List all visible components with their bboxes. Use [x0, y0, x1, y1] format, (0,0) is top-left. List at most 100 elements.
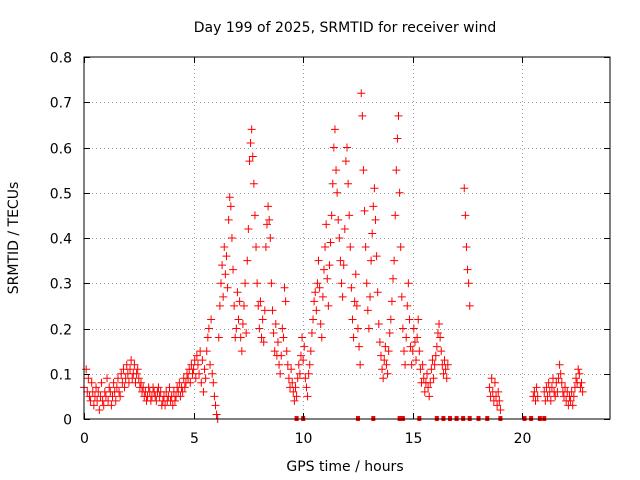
data-point — [130, 360, 139, 369]
data-point — [215, 301, 224, 310]
data-point — [279, 333, 288, 342]
data-point — [162, 387, 171, 396]
data-point — [442, 374, 451, 383]
data-point — [243, 256, 252, 265]
data-point — [397, 292, 406, 301]
data-point — [89, 401, 98, 410]
data-point — [425, 392, 434, 401]
data-point — [198, 356, 207, 365]
data-point — [316, 319, 325, 328]
data-point — [87, 378, 96, 387]
data-point — [277, 351, 286, 360]
data-point — [287, 365, 296, 374]
y-tick-label: 0.2 — [50, 323, 72, 339]
data-point — [328, 179, 337, 188]
data-point — [263, 220, 272, 229]
grid-lines — [84, 57, 610, 419]
data-point — [566, 396, 575, 405]
data-point — [303, 392, 312, 401]
data-point — [362, 279, 371, 288]
data-point — [412, 356, 421, 365]
data-point — [302, 383, 311, 392]
data-point — [443, 360, 452, 369]
data-point — [295, 369, 304, 378]
data-point — [134, 374, 143, 383]
data-point — [239, 301, 248, 310]
data-point — [431, 351, 440, 360]
data-point — [578, 387, 587, 396]
data-point — [576, 383, 585, 392]
data-point — [97, 378, 106, 387]
data-point — [409, 324, 418, 333]
data-point — [236, 333, 245, 342]
data-point — [107, 401, 116, 410]
data-point — [338, 292, 347, 301]
data-point — [335, 234, 344, 242]
data-point — [250, 211, 259, 220]
data-point — [555, 360, 564, 369]
data-point — [373, 288, 382, 297]
data-point — [82, 365, 91, 374]
data-point — [428, 356, 437, 365]
data-point — [360, 206, 369, 215]
data-point — [222, 252, 231, 261]
data-point — [278, 324, 287, 333]
data-point — [435, 319, 444, 328]
data-point — [379, 374, 388, 383]
data-point — [496, 405, 505, 414]
data-point — [271, 319, 280, 328]
data-point — [322, 220, 331, 229]
data-point — [464, 279, 473, 288]
data-point — [202, 347, 211, 356]
data-point — [229, 265, 238, 274]
data-point — [253, 279, 262, 288]
data-point — [224, 215, 233, 224]
data-point — [291, 383, 300, 392]
data-point — [414, 315, 423, 324]
data-point — [568, 401, 577, 410]
x-tick-label: 5 — [190, 431, 199, 447]
data-point — [433, 329, 442, 338]
x-tick-label: 10 — [295, 431, 313, 447]
data-point — [394, 111, 403, 120]
data-point — [300, 342, 309, 351]
data-point — [212, 410, 221, 419]
data-point — [318, 292, 327, 301]
data-point — [99, 401, 108, 410]
x-tick-label: 0 — [80, 431, 89, 447]
data-point — [232, 324, 241, 333]
data-point — [230, 301, 239, 310]
data-point — [441, 365, 450, 374]
data-point — [325, 261, 334, 270]
data-point — [386, 315, 395, 324]
data-point — [184, 374, 193, 383]
data-point — [168, 401, 177, 410]
data-point — [351, 270, 360, 279]
data-point — [310, 297, 319, 306]
data-point — [487, 374, 496, 383]
data-point — [405, 315, 414, 324]
data-point — [257, 333, 266, 342]
data-point — [547, 383, 556, 392]
y-tick-label: 0.7 — [50, 96, 72, 112]
data-point — [439, 369, 448, 378]
data-point — [120, 383, 129, 392]
data-point — [347, 283, 356, 292]
data-point — [200, 365, 209, 374]
data-point — [393, 134, 402, 143]
data-point — [219, 292, 228, 301]
data-point — [383, 369, 392, 378]
data-point — [197, 378, 206, 387]
data-point — [460, 184, 469, 193]
data-point — [415, 347, 424, 356]
data-point — [436, 333, 445, 342]
data-point — [356, 360, 365, 369]
data-point — [341, 157, 350, 166]
data-point — [109, 378, 118, 387]
data-point — [259, 338, 268, 347]
data-point — [430, 360, 439, 369]
data-point — [402, 333, 411, 342]
data-point — [254, 301, 263, 310]
data-point — [242, 329, 251, 338]
data-point — [359, 166, 368, 175]
